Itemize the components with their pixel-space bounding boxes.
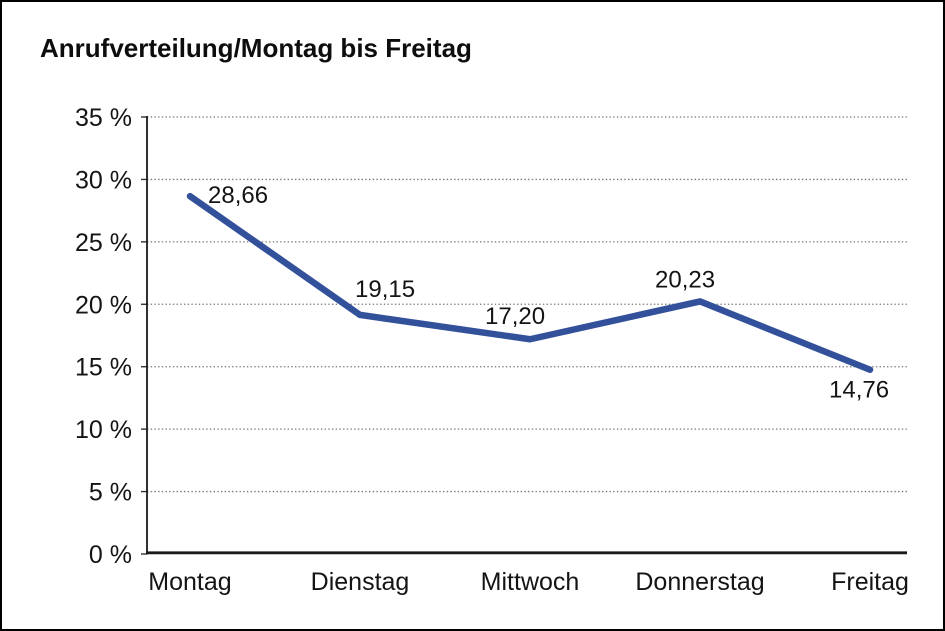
y-axis-label: 25 %: [75, 229, 132, 257]
x-axis-label: Donnerstag: [635, 568, 764, 596]
x-axis-label: Freitag: [831, 568, 909, 596]
y-axis-label: 0 %: [89, 541, 132, 569]
data-point-label: 19,15: [355, 276, 415, 303]
data-point-label: 28,66: [208, 182, 268, 209]
data-point-label: 14,76: [829, 377, 889, 404]
y-axis-label: 20 %: [75, 291, 132, 319]
data-point-label: 20,23: [655, 266, 715, 293]
y-axis-label: 30 %: [75, 166, 132, 194]
x-axis-label: Montag: [148, 568, 231, 596]
y-axis-label: 35 %: [75, 104, 132, 132]
data-point-label: 17,20: [485, 303, 545, 330]
y-axis-label: 10 %: [75, 416, 132, 444]
x-axis-label: Mittwoch: [481, 568, 580, 596]
x-axis-label: Dienstag: [311, 568, 410, 596]
data-series-line: [186, 192, 874, 373]
y-axis-label: 15 %: [75, 354, 132, 382]
chart-title: Anrufverteilung/Montag bis Freitag: [40, 33, 472, 63]
y-axis-label: 5 %: [89, 479, 132, 507]
